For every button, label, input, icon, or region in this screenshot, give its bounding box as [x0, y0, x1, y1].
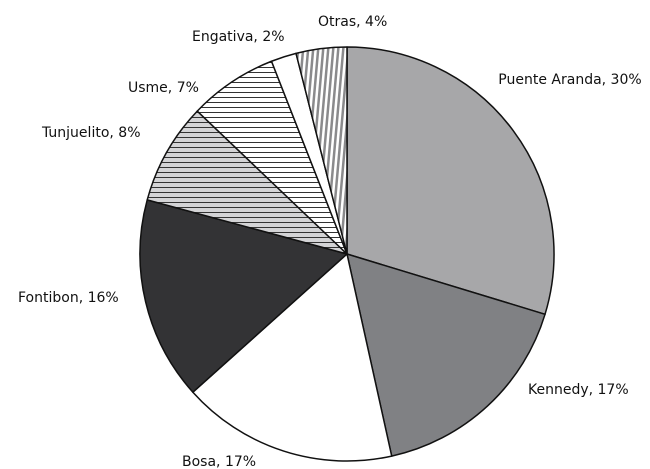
slice-label: Engativa, 2%: [192, 29, 285, 45]
pie-slice: [346, 46, 555, 316]
slice-label: Fontibon, 16%: [18, 290, 119, 306]
pie-slice: [192, 253, 393, 462]
pie-slice: [146, 110, 348, 255]
pie-slice: [295, 46, 348, 255]
slice-label: Puente Aranda, 30%: [498, 72, 641, 88]
slice-label: Otras, 4%: [318, 14, 387, 30]
pie-slice: [139, 199, 348, 393]
slice-label: Bosa, 17%: [182, 454, 256, 469]
slice-label: Kennedy, 17%: [528, 382, 629, 398]
slice-label: Tunjuelito, 8%: [41, 125, 141, 141]
pie-slice: [346, 253, 546, 457]
slice-label: Usme, 7%: [128, 80, 199, 96]
